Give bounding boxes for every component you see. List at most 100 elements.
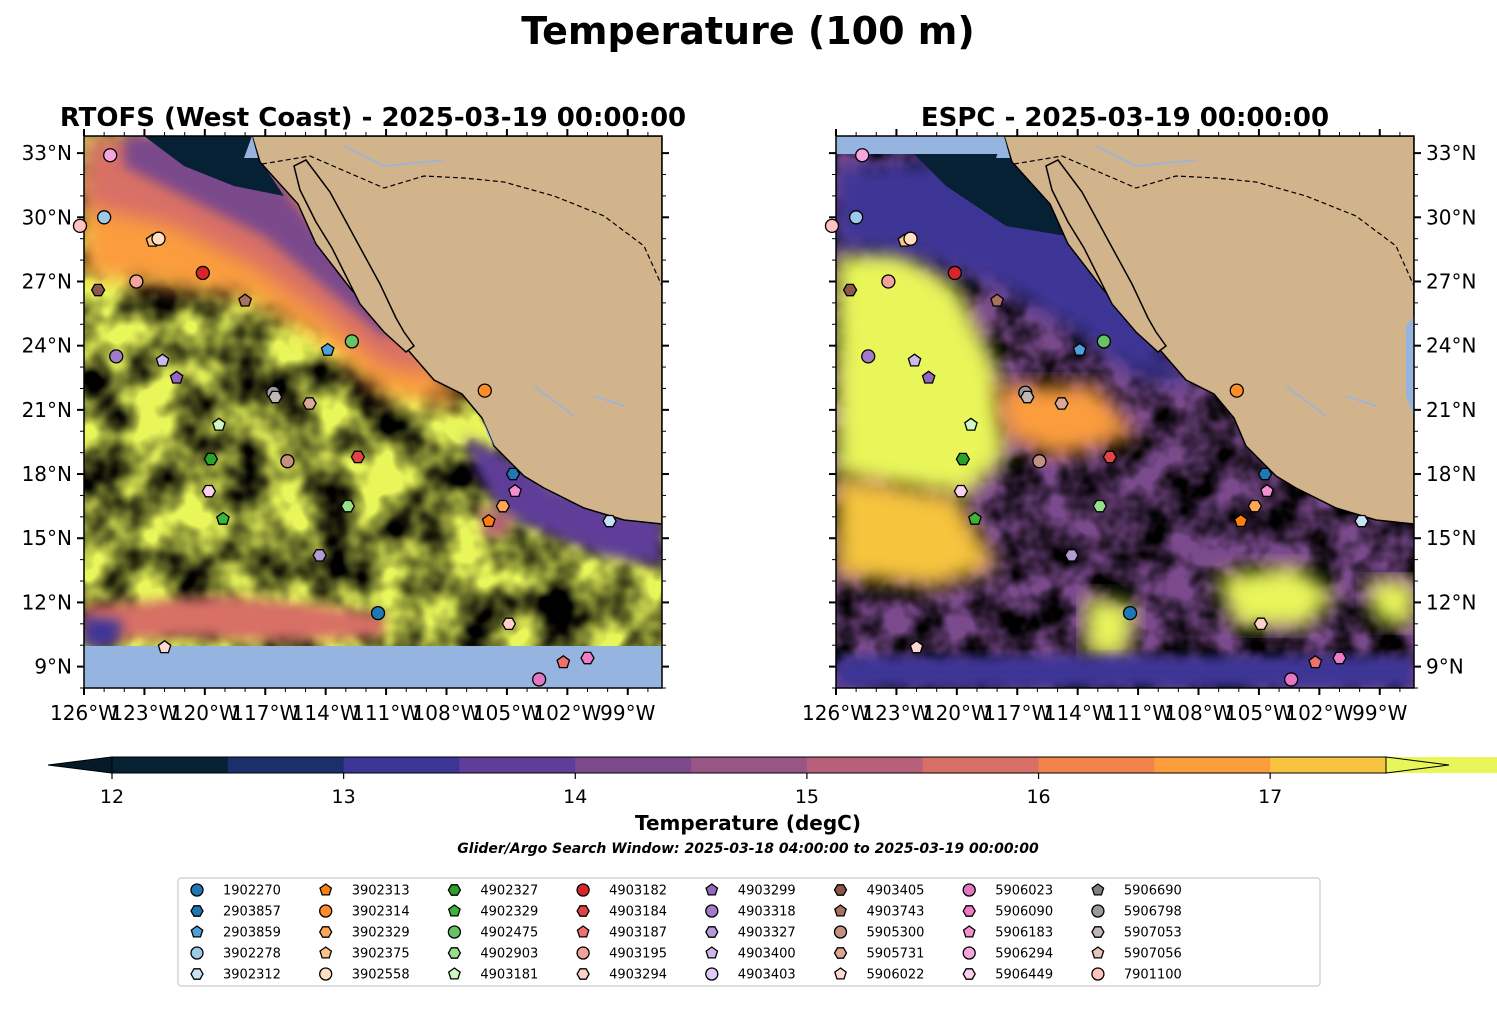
colorbar-bin	[459, 757, 576, 773]
float-marker-4903184	[350, 450, 366, 464]
legend-marker	[962, 905, 976, 917]
rivers	[343, 145, 625, 417]
legend-label: 4903400	[738, 947, 796, 962]
legend-item-4902329: 4902329	[447, 904, 538, 920]
legend-marker	[447, 925, 462, 939]
legend-label: 4903743	[867, 905, 925, 920]
legend-label: 4902327	[480, 884, 538, 899]
legend-item-3902558: 3902558	[319, 967, 410, 983]
colorbar-frame	[111, 756, 1387, 774]
colorbar-tick-label: 13	[332, 786, 356, 808]
float-marker-3902278	[96, 210, 112, 225]
legend-item-3902314: 3902314	[319, 904, 410, 920]
legend-item-4903187: 4903187	[576, 925, 667, 941]
float-marker-2903859	[320, 342, 335, 356]
x-tick-label: 120°W	[171, 701, 239, 725]
float-marker-4902327	[203, 452, 219, 466]
float-marker-7901100	[824, 218, 840, 234]
float-marker-5907053	[1020, 390, 1035, 404]
float-marker-4903400	[155, 353, 170, 367]
float-marker-4903299	[921, 370, 936, 384]
float-marker-4903184	[1102, 450, 1118, 464]
x-tick-label: 108°W	[413, 701, 481, 725]
y-tick-label: 24°N	[22, 334, 72, 358]
legend-item-4903405: 4903405	[833, 884, 924, 899]
float-marker-4903181	[212, 417, 226, 431]
legend-item-5905300: 5905300	[833, 925, 924, 941]
legend-label: 3902558	[352, 968, 410, 983]
legend-item-2903857: 2903857	[190, 905, 281, 920]
legend-item-5906449: 5906449	[962, 968, 1053, 983]
legend-marker	[962, 946, 976, 960]
float-marker-1902270	[370, 605, 386, 621]
legend-item-4903299: 4903299	[705, 883, 796, 899]
y-tick-label: 33°N	[1426, 141, 1476, 165]
x-tick-label: 114°W	[1044, 701, 1112, 725]
legend-marker	[1091, 883, 1105, 896]
legend-label: 4902903	[480, 947, 538, 962]
legend-marker	[447, 904, 461, 917]
float-marker-4903327	[312, 549, 327, 562]
legend-marker	[705, 946, 719, 959]
float-marker-4903195	[129, 274, 144, 289]
y-tick-label: 30°N	[22, 205, 72, 229]
legend-item-3902375: 3902375	[319, 946, 410, 962]
float-marker-5905300	[1032, 454, 1047, 469]
legend-label: 3902278	[223, 947, 281, 962]
y-tick-label: 12°N	[1426, 590, 1476, 614]
legend-marker	[705, 883, 719, 896]
float-marker-5906022	[157, 639, 172, 654]
float-marker-3902329	[1247, 499, 1263, 513]
y-tick-label: 18°N	[22, 462, 72, 486]
x-tick-label: 108°W	[1165, 701, 1233, 725]
x-tick-label: 105°W	[473, 701, 541, 725]
float-marker-3902312	[602, 514, 617, 528]
legend-item-4903743: 4903743	[834, 904, 925, 920]
legend-label: 5906294	[995, 947, 1053, 962]
legend-marker	[834, 967, 847, 980]
colorbar-bin	[806, 757, 924, 773]
float-marker-2903859	[1072, 342, 1087, 356]
legend: 1902270 2903857 2903859 3902278 3902312 39023…	[177, 877, 1321, 987]
float-marker-4903182	[195, 265, 210, 281]
legend-label: 5907053	[1124, 926, 1182, 941]
legend-item-3902329: 3902329	[318, 926, 410, 941]
colorbar: 12 13 14 15 16 17 Temperature (degC)	[47, 756, 1497, 835]
float-marker-5906023	[531, 672, 547, 687]
float-marker-3902312	[1354, 514, 1369, 528]
float-marker-3902314	[477, 383, 492, 398]
colorbar-bin	[343, 757, 460, 773]
float-marker-3902278	[848, 210, 864, 225]
legend-item-4902903: 4902903	[447, 947, 538, 962]
legend-marker	[190, 968, 204, 980]
legend-item-5906294: 5906294	[962, 946, 1053, 962]
y-tick-label: 9°N	[34, 655, 72, 679]
float-marker-4902903	[340, 499, 356, 513]
legend-label: 3902314	[352, 905, 410, 920]
legend-item-5907056: 5907056	[1091, 946, 1182, 962]
float-marker-5906294	[855, 148, 870, 163]
legend-item-5906690: 5906690	[1091, 883, 1182, 899]
colorbar-bins	[112, 757, 1497, 773]
colorbar-ticks: 12 13 14 15 16 17	[100, 773, 1282, 808]
float-marker-5906294	[103, 148, 118, 163]
colorbar-tick-label: 17	[1258, 786, 1282, 808]
float-marker-5906023	[1283, 672, 1299, 687]
legend-label: 5906090	[995, 905, 1053, 920]
float-marker-4903743	[990, 293, 1005, 307]
float-marker-5905731	[302, 397, 317, 410]
y-tick-label: 27°N	[22, 269, 72, 293]
legend-marker	[1091, 904, 1105, 918]
y-tick-label: 27°N	[1426, 269, 1476, 293]
legend-label: 2903859	[223, 926, 281, 941]
panel-title-espc: ESPC - 2025-03-19 00:00:00	[921, 103, 1329, 133]
colorbar-bin	[1038, 757, 1155, 773]
panel-rtofs: RTOFS (West Coast) - 2025-03-19 00:00:00	[22, 103, 687, 725]
legend-item-4903195: 4903195	[576, 946, 667, 962]
legend-marker	[447, 884, 462, 896]
legend-marker	[318, 926, 333, 938]
float-marker-4902475	[344, 334, 360, 349]
legend-marker	[447, 947, 462, 959]
y-tick-label: 30°N	[1426, 205, 1476, 229]
legend-marker	[319, 904, 333, 918]
